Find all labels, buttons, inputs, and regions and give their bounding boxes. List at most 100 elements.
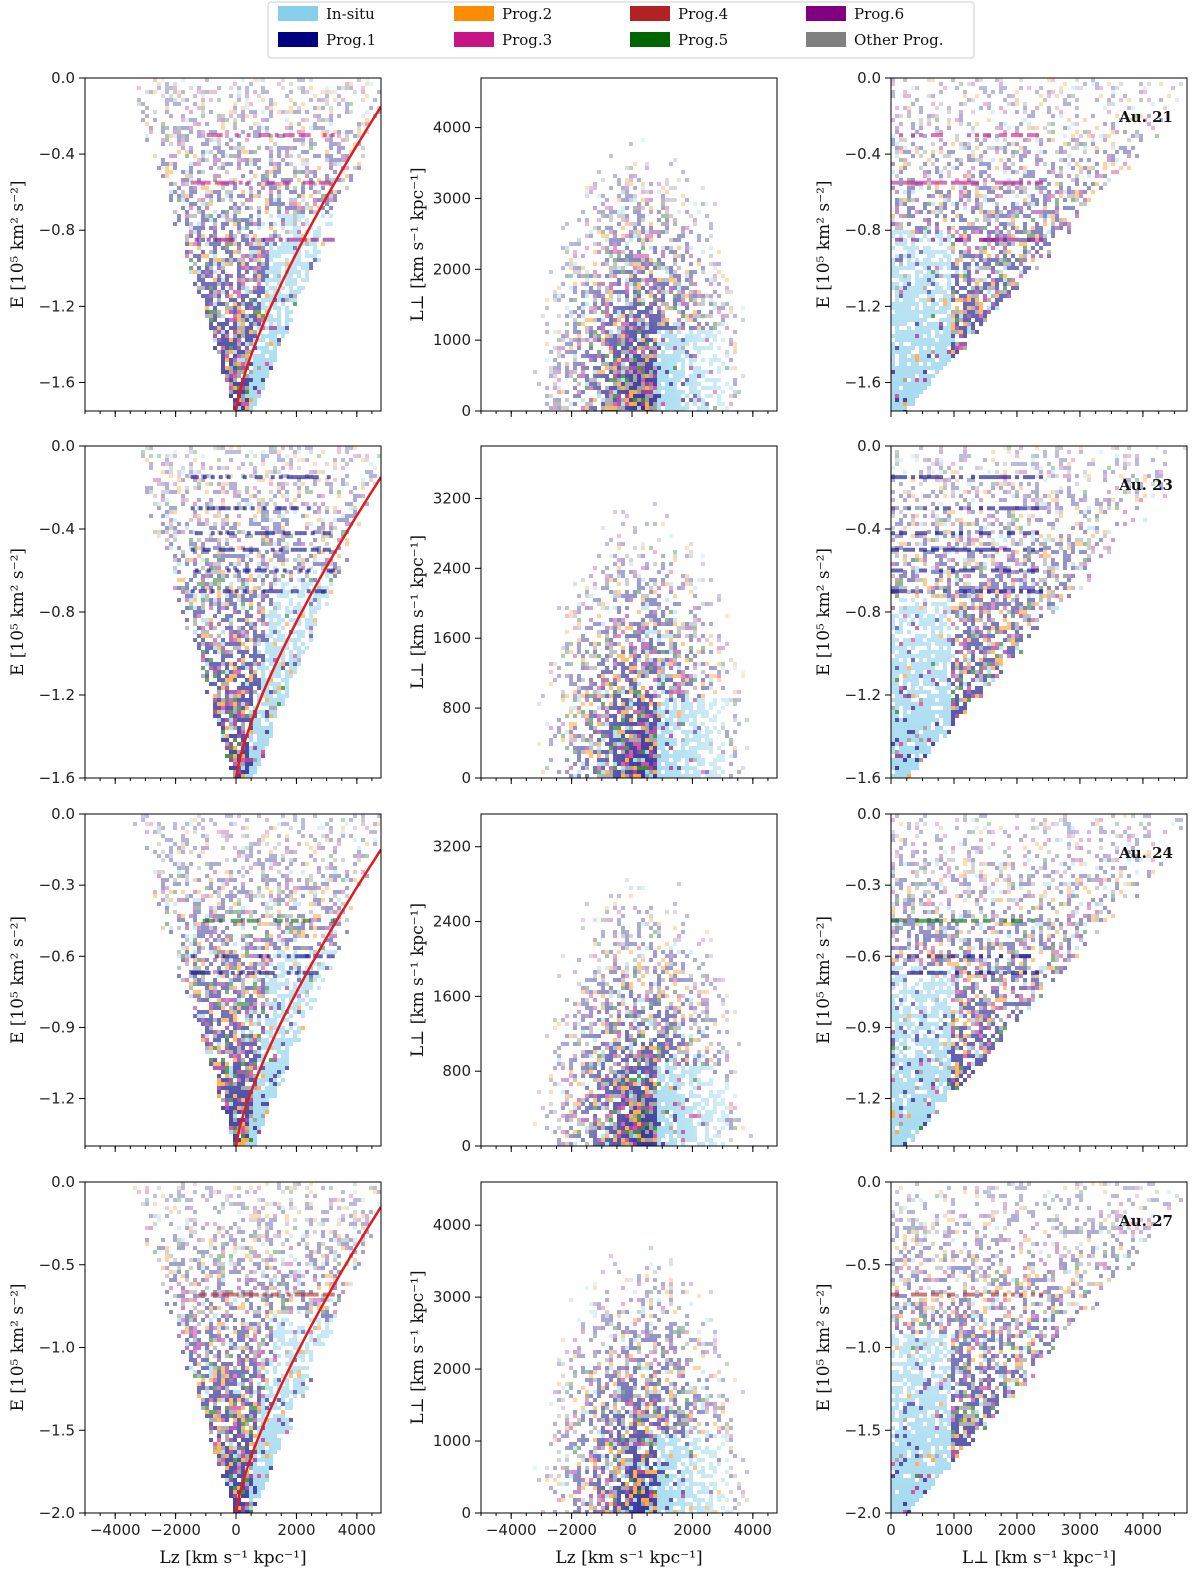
- panel-3-1: 0.0 −0.3 −0.6 −0.9 −1.2 E [10⁵ km² s⁻²]: [8, 805, 382, 1152]
- x-tick-label: 0: [231, 1521, 241, 1539]
- panel-4-1: 0.0 −0.5 −1.0 −1.5 −2.0 −4000 −2000 0 2000 4000 E …: [8, 1173, 382, 1568]
- y-tick-label: 2400: [433, 913, 471, 931]
- y-tick-label: 4000: [433, 1216, 471, 1234]
- x-axis-label: Lz [km s⁻¹ kpc⁻¹]: [555, 1548, 702, 1568]
- circular-orbit-curve: [234, 105, 381, 411]
- legend-label: In-situ: [326, 5, 375, 23]
- y-tick-label: 4000: [433, 119, 471, 137]
- legend-swatch: [630, 6, 670, 21]
- legend-swatch: [630, 32, 670, 47]
- y-axis-label: L⊥ [km s⁻¹ kpc⁻¹]: [408, 1270, 428, 1424]
- legend-label: Prog.4: [678, 5, 728, 23]
- y-tick-label: 0.0: [51, 69, 75, 87]
- circular-orbit-curve: [234, 848, 381, 1146]
- y-tick-label: −0.4: [845, 145, 881, 163]
- y-tick-label: 0: [461, 402, 471, 420]
- x-tick-label: −2000: [150, 1521, 201, 1539]
- y-tick-label: −0.6: [39, 947, 75, 965]
- x-axis-label: L⊥ [km s⁻¹ kpc⁻¹]: [962, 1548, 1116, 1568]
- y-tick-label: −1.6: [39, 373, 75, 391]
- y-axis-label: E [10⁵ km² s⁻²]: [814, 548, 834, 676]
- y-tick-label: −0.5: [39, 1256, 75, 1274]
- halo-label: Au. 24: [1118, 844, 1173, 862]
- panel-2-2: 0 800 1600 2400 3200 L⊥ [km s⁻¹ kpc⁻¹]: [408, 445, 778, 787]
- axes-frame: [890, 77, 1188, 412]
- panel-1-3: Au. 21 0.0 −0.4 −0.8 −1.2 −1.6 E [10⁵ km² s⁻²]: [814, 69, 1188, 417]
- y-tick-label: −0.8: [845, 221, 881, 239]
- histogram-cells: [891, 1182, 1183, 1513]
- y-tick-label: −0.6: [845, 947, 881, 965]
- legend-label: Prog.3: [502, 31, 552, 49]
- y-tick-label: 0: [461, 1504, 471, 1522]
- y-axis-label: E [10⁵ km² s⁻²]: [8, 548, 28, 676]
- histogram-cells: [533, 1246, 749, 1513]
- panel-2-1: 0.0 −0.4 −0.8 −1.2 −1.6 E [10⁵ km² s⁻²]: [8, 437, 382, 787]
- x-tick-label: −2000: [546, 1521, 597, 1539]
- x-tick-label: 1000: [935, 1521, 973, 1539]
- y-axis-label: E [10⁵ km² s⁻²]: [8, 916, 28, 1044]
- histogram-cells: [537, 502, 749, 778]
- x-tick-label: 3000: [1061, 1521, 1099, 1539]
- legend-label: Prog.5: [678, 31, 728, 49]
- y-tick-label: −1.2: [845, 1090, 881, 1108]
- y-tick-label: 800: [442, 699, 471, 717]
- x-tick-label: 4000: [338, 1521, 376, 1539]
- y-tick-label: 1600: [433, 629, 471, 647]
- y-tick-label: 0.0: [857, 805, 881, 823]
- x-tick-label: −4000: [90, 1521, 141, 1539]
- y-tick-label: −0.8: [39, 221, 75, 239]
- panel-3-2: 0 800 1600 2400 3200 L⊥ [km s⁻¹ kpc⁻¹]: [408, 813, 778, 1155]
- y-tick-label: −1.2: [39, 297, 75, 315]
- y-tick-label: −1.6: [845, 769, 881, 787]
- y-tick-label: 0.0: [51, 805, 75, 823]
- y-tick-label: 2000: [433, 1360, 471, 1378]
- y-tick-label: −1.2: [39, 1090, 75, 1108]
- axes-frame: [84, 77, 382, 412]
- halo-label: Au. 27: [1118, 1212, 1173, 1230]
- x-axis-label: Lz [km s⁻¹ kpc⁻¹]: [159, 1548, 306, 1568]
- x-tick-label: 0: [886, 1521, 896, 1539]
- y-tick-label: −1.5: [39, 1421, 75, 1439]
- y-tick-label: −0.8: [39, 603, 75, 621]
- legend: In-situ Prog.1 Prog.2 Prog.3 Prog.4 Prog.5 Pro…: [267, 1, 975, 59]
- legend-swatch: [454, 6, 494, 21]
- y-axis-label: L⊥ [km s⁻¹ kpc⁻¹]: [408, 903, 428, 1057]
- y-tick-label: 800: [442, 1062, 471, 1080]
- y-tick-label: 0.0: [51, 437, 75, 455]
- y-tick-label: −0.4: [39, 145, 75, 163]
- legend-label: Prog.1: [326, 31, 376, 49]
- y-tick-label: −0.9: [845, 1018, 881, 1036]
- y-tick-label: −0.3: [39, 876, 75, 894]
- panel-1-2: 0 1000 2000 3000 4000 L⊥ [km s⁻¹ kpc⁻¹]: [408, 77, 778, 420]
- y-tick-label: 0: [461, 1137, 471, 1155]
- y-axis-label: L⊥ [km s⁻¹ kpc⁻¹]: [408, 167, 428, 321]
- y-tick-label: 0.0: [857, 69, 881, 87]
- y-tick-label: −1.0: [845, 1339, 881, 1357]
- y-tick-label: 3000: [433, 189, 471, 207]
- y-axis-label: E [10⁵ km² s⁻²]: [814, 180, 834, 308]
- axes-frame: [890, 813, 1188, 1147]
- y-axis-label: E [10⁵ km² s⁻²]: [814, 1283, 834, 1411]
- axes-frame: [480, 1181, 778, 1514]
- panel-3-3: Au. 24 0.0 −0.3 −0.6 −0.9 −1.2 E [10⁵ km² s⁻²]: [814, 805, 1188, 1152]
- circular-orbit-curve: [234, 476, 381, 778]
- y-tick-label: 0: [461, 769, 471, 787]
- y-tick-label: −1.6: [39, 769, 75, 787]
- histogram-cells: [891, 446, 1187, 778]
- y-tick-label: 0.0: [857, 1173, 881, 1191]
- halo-label: Au. 23: [1118, 476, 1173, 494]
- y-tick-label: −0.8: [845, 603, 881, 621]
- histogram-cells: [133, 1182, 381, 1513]
- y-axis-label: E [10⁵ km² s⁻²]: [814, 916, 834, 1044]
- y-tick-label: −0.4: [39, 520, 75, 538]
- histogram-cells: [533, 878, 753, 1146]
- legend-swatch: [454, 32, 494, 47]
- y-tick-label: 3000: [433, 1288, 471, 1306]
- histogram-cells: [137, 78, 381, 411]
- x-tick-label: 4000: [1124, 1521, 1162, 1539]
- y-tick-label: −0.3: [845, 876, 881, 894]
- y-tick-label: −2.0: [845, 1504, 881, 1522]
- y-tick-label: −1.2: [39, 686, 75, 704]
- x-tick-label: 2000: [673, 1521, 711, 1539]
